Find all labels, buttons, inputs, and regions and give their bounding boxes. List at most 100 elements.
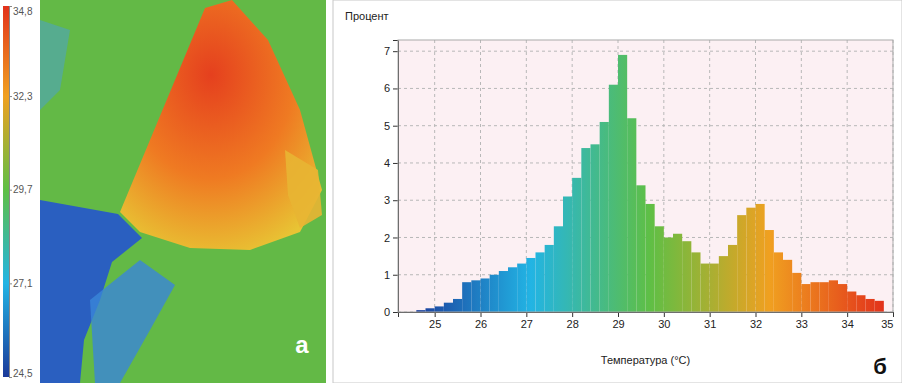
histogram-bar [490,275,499,312]
x-axis-title: Температура (°C) [601,354,690,366]
x-tick-mark [893,312,894,317]
x-tick: 32 [750,312,762,330]
colorbar-tick-label: 24,5 [13,368,33,379]
x-axis: 2526272829303132333435 [399,312,894,330]
histogram-bar [655,226,664,312]
histogram-bar [737,215,746,312]
grid-line-x [847,40,848,312]
histogram-bar [710,264,719,312]
histogram-bar [554,226,563,312]
x-tick-mark [572,312,573,317]
panel-b: 252627282930313233343501234567ПроцентТем… [333,0,902,383]
histogram-bar [600,122,609,312]
y-tick-label: 3 [384,194,390,206]
histogram-bar [508,267,517,312]
histogram-bar [765,230,774,312]
x-tick-mark [756,312,757,317]
grid-line-x [434,40,435,312]
x-tick-label: 35 [881,318,893,330]
histogram-bar [682,241,691,312]
y-tick-mark [393,88,398,89]
x-tick: 28 [567,312,579,330]
histogram-bar [701,264,710,312]
x-tick-label: 31 [704,318,716,330]
colorbar-tick-label: 27,1 [13,278,33,289]
histogram-bar [536,252,545,312]
grid-line-x [480,40,481,312]
grid [398,40,893,312]
x-tick-label: 34 [842,318,854,330]
colorbar-tick-label: 34,8 [13,6,33,17]
histogram-bar [453,299,462,312]
x-tick-mark [481,312,482,317]
y-axis: 01234567 [384,41,399,319]
y-tick: 6 [384,82,398,94]
histogram-bar [719,256,728,312]
colorbar-axis-line [10,7,13,378]
figure: 24,527,129,732,334,8а2526272829303132333… [0,0,902,383]
y-tick-label: 2 [384,231,390,243]
thermal-image [40,0,326,383]
panel-label: б [873,354,887,379]
x-tick: 26 [475,312,487,330]
grid-line-y [398,162,893,163]
histogram-bar [829,280,838,312]
y-tick: 0 [384,306,398,318]
colorbar-tick: 27,1 [9,278,33,289]
x-tick-mark [526,312,527,317]
y-tick-label: 4 [384,157,390,169]
y-tick-label: 7 [384,45,390,57]
x-tick-label: 26 [475,318,487,330]
histogram-bar [838,284,847,312]
histogram-bar [526,258,535,312]
panel-b-background [333,0,902,383]
plot-frame [398,40,893,312]
colorbar [3,6,9,377]
cold-region [90,260,175,383]
x-tick-label: 33 [796,318,808,330]
x-tick: 30 [658,312,670,330]
histogram-bar [444,303,453,312]
histogram-bar [609,85,618,312]
colorbar-tick: 34,8 [9,6,33,17]
histogram-bar [462,282,471,312]
histogram-bar [499,271,508,312]
y-tick-mark [393,200,398,201]
y-tick-label: 6 [384,82,390,94]
y-tick-mark [393,312,398,313]
y-tick-label: 1 [384,269,390,281]
colorbar-tick-mark [9,6,12,7]
colorbar-tick: 32,3 [9,91,33,102]
x-tick-label: 27 [521,318,533,330]
colorbar-tick: 29,7 [9,184,33,195]
warm-region [120,0,322,250]
grid-line-y [398,88,893,89]
grid-line-y [398,125,893,126]
grid-line-y [398,51,893,52]
histogram-bar [691,252,700,312]
colorbar-axis: 24,5 27,1 29,7 32,3 34,8 [9,6,33,379]
x-tick-mark [618,312,619,317]
histogram-bar [801,284,810,312]
histogram-bar [728,245,737,312]
x-tick-mark [435,312,436,317]
x-tick: 31 [704,312,716,330]
histogram-bar [627,118,636,312]
x-tick-mark [664,312,665,317]
histogram-bar [618,55,627,312]
colorbar-tick-label: 29,7 [13,184,33,195]
x-tick-label: 28 [567,318,579,330]
histogram-bar [481,278,490,312]
y-tick: 7 [384,45,398,57]
histogram-bar [746,208,755,312]
histogram-bar [866,299,875,312]
y-tick-mark [393,126,398,127]
x-tick-label: 32 [750,318,762,330]
x-tick: 29 [612,312,624,330]
y-tick: 1 [384,269,398,281]
x-tick-mark [847,312,848,317]
panel-a: 24,527,129,732,334,8а [0,0,326,383]
x-tick: 34 [842,312,854,330]
histogram-bar [756,204,765,312]
histogram-bar [646,204,655,312]
